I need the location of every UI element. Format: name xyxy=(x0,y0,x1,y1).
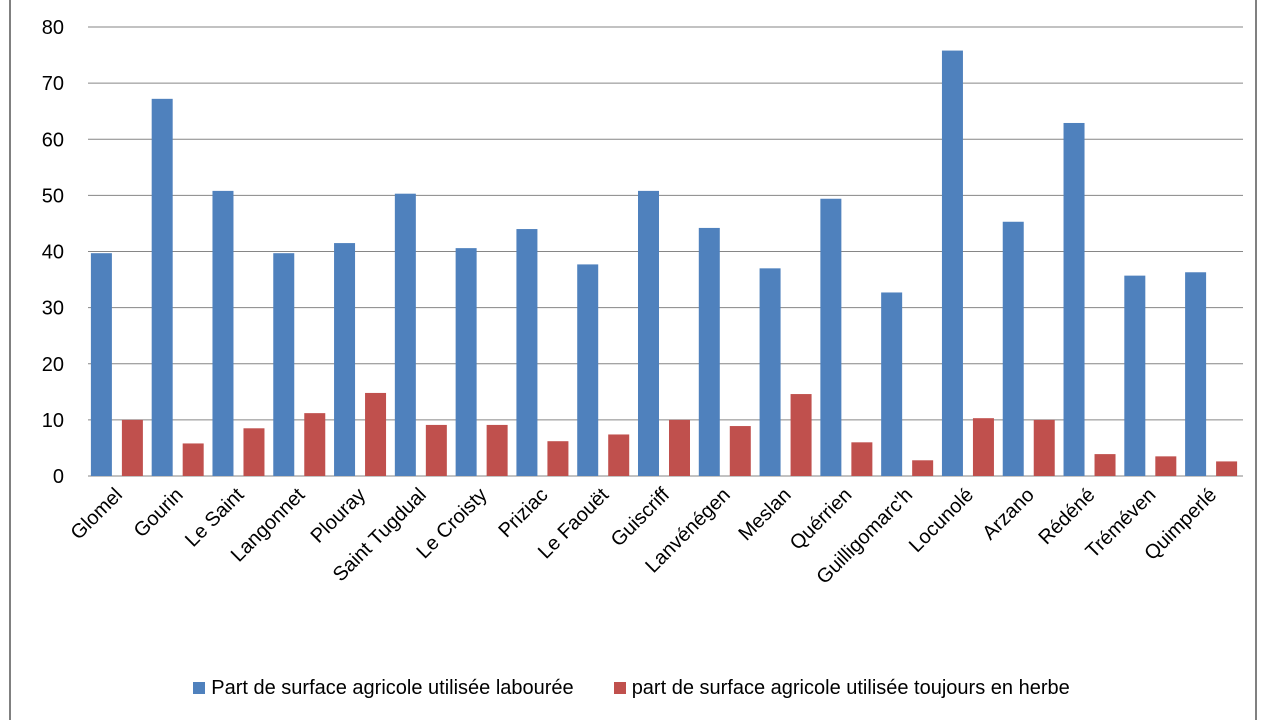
y-tick-label: 10 xyxy=(42,410,64,432)
legend-swatch-herbe xyxy=(613,682,626,694)
bar-herbe xyxy=(304,413,326,476)
bar-labouree xyxy=(1063,122,1085,476)
legend-item-herbe: part de surface agricole utilisée toujou… xyxy=(613,676,1070,700)
bar-labouree xyxy=(516,229,538,476)
bar-herbe xyxy=(972,418,994,476)
bar-herbe xyxy=(851,442,873,476)
bar-labouree xyxy=(1185,272,1207,476)
bar-labouree xyxy=(820,198,842,476)
bar-labouree xyxy=(577,264,599,476)
bar-herbe xyxy=(486,424,508,476)
y-tick-label: 30 xyxy=(42,298,64,320)
bar-labouree xyxy=(1002,221,1024,476)
y-axis: 0 10 20 30 40 50 60 70 80 xyxy=(42,17,64,488)
bar-labouree xyxy=(638,190,659,476)
bars xyxy=(90,50,1238,476)
legend-label-herbe: part de surface agricole utilisée toujou… xyxy=(631,676,1070,699)
bar-labouree xyxy=(455,248,477,476)
bar-herbe xyxy=(425,424,447,476)
x-tick-label: Glomel xyxy=(67,484,127,544)
x-tick-label: Arzano xyxy=(978,484,1038,544)
bar-labouree xyxy=(698,227,720,476)
y-tick-label: 70 xyxy=(42,73,64,95)
bar-herbe xyxy=(729,426,751,476)
bar-herbe xyxy=(547,441,569,476)
y-tick-label: 40 xyxy=(42,242,64,264)
bar-labouree xyxy=(90,253,112,476)
x-tick-label: Meslan xyxy=(734,484,795,545)
bar-herbe xyxy=(365,392,387,476)
bar-herbe xyxy=(1094,454,1116,476)
legend: Part de surface agricole utilisée labour… xyxy=(0,676,1263,700)
bar-herbe xyxy=(243,428,265,476)
bar-labouree xyxy=(151,98,173,476)
bar-labouree xyxy=(759,268,781,476)
x-tick-label: Locunolé xyxy=(905,484,978,557)
x-tick-label: Priziac xyxy=(494,484,552,542)
bar-labouree xyxy=(212,190,234,476)
bar-herbe xyxy=(121,419,143,476)
legend-label-labouree: Part de surface agricole utilisée labour… xyxy=(211,676,574,699)
bar-herbe xyxy=(1155,456,1177,476)
bar-labouree xyxy=(273,253,295,476)
bar-herbe xyxy=(182,443,204,476)
y-tick-label: 0 xyxy=(53,466,64,488)
bar-labouree xyxy=(334,243,356,476)
bar-herbe xyxy=(669,419,690,476)
bar-labouree xyxy=(881,292,903,476)
y-tick-label: 20 xyxy=(42,354,64,376)
legend-swatch-labouree xyxy=(193,682,206,694)
x-tick-label: Gourin xyxy=(130,484,188,542)
bar-herbe xyxy=(608,434,630,476)
y-tick-label: 80 xyxy=(42,17,64,39)
bar-labouree xyxy=(1124,275,1146,476)
bar-herbe xyxy=(912,460,934,476)
y-tick-label: 60 xyxy=(42,129,64,151)
bar-labouree xyxy=(394,193,416,476)
bar-herbe xyxy=(1216,461,1238,476)
bar-herbe xyxy=(790,394,812,476)
bar-labouree xyxy=(941,50,963,476)
legend-item-labouree: Part de surface agricole utilisée labour… xyxy=(193,676,574,700)
bar-herbe xyxy=(1033,419,1055,476)
y-tick-label: 50 xyxy=(42,185,64,207)
